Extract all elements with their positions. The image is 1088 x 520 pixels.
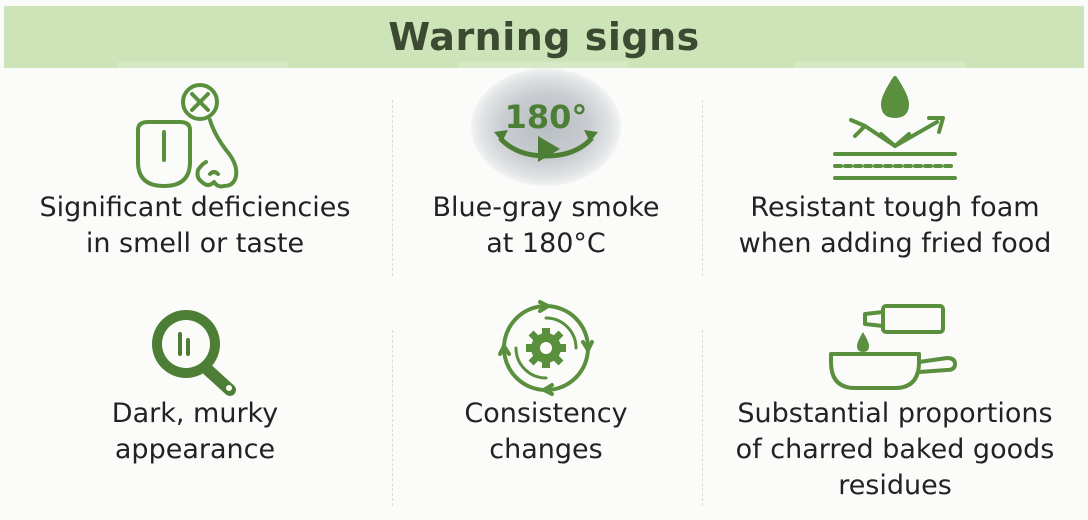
- item-label-line: Consistency: [464, 398, 628, 429]
- item-label-line: changes: [489, 434, 603, 465]
- item-label-line: Resistant tough foam: [750, 192, 1040, 223]
- smoke-180-icon: 180°: [494, 98, 598, 162]
- warning-item-smoke: 180° Blue-gray smoke at 180°C: [365, 68, 727, 278]
- item-label-line: Dark, murky: [111, 398, 279, 429]
- item-label-line: at 180°C: [486, 228, 606, 259]
- header-banner: Warning signs: [4, 6, 1084, 68]
- item-label-line: Significant deficiencies: [39, 192, 351, 223]
- warning-item-residues: Substantial proportions of charred baked…: [714, 296, 1076, 520]
- header-accent-stripe: [118, 62, 288, 68]
- item-label-line: appearance: [114, 434, 276, 465]
- column-divider: [702, 330, 703, 506]
- warning-item-consistency: Consistency changes: [365, 296, 727, 520]
- item-label-line: of charred baked goods: [735, 434, 1055, 465]
- header-accent-stripe: [795, 62, 965, 68]
- item-label-line: when adding fried food: [738, 228, 1052, 259]
- warning-item-appearance: Dark, murky appearance: [14, 296, 376, 520]
- item-label-line: in smell or taste: [85, 228, 305, 259]
- column-divider: [392, 330, 393, 506]
- item-label-line: residues: [838, 470, 952, 501]
- tongue-nose-icon: [136, 83, 239, 189]
- header-accent-stripe: [458, 62, 628, 68]
- item-label-line: Blue-gray smoke: [432, 192, 660, 223]
- cycle-gear-icon: [498, 300, 594, 396]
- column-divider: [392, 100, 393, 276]
- water-drop-repel-icon: [833, 76, 957, 180]
- warning-item-foam: Resistant tough foam when adding fried f…: [714, 68, 1076, 278]
- column-divider: [702, 100, 703, 276]
- page-title: Warning signs: [388, 15, 700, 59]
- smoke-cloud: [471, 68, 621, 186]
- warning-grid: Significant deficiencies in smell or tas…: [0, 68, 1088, 520]
- temperature-label: 180°: [505, 98, 588, 136]
- item-label-line: Substantial proportions: [737, 398, 1053, 429]
- warning-item-smell-taste: Significant deficiencies in smell or tas…: [14, 68, 376, 278]
- pan-oil-bottle-icon: [829, 304, 957, 390]
- dark-pan-icon: [152, 310, 236, 396]
